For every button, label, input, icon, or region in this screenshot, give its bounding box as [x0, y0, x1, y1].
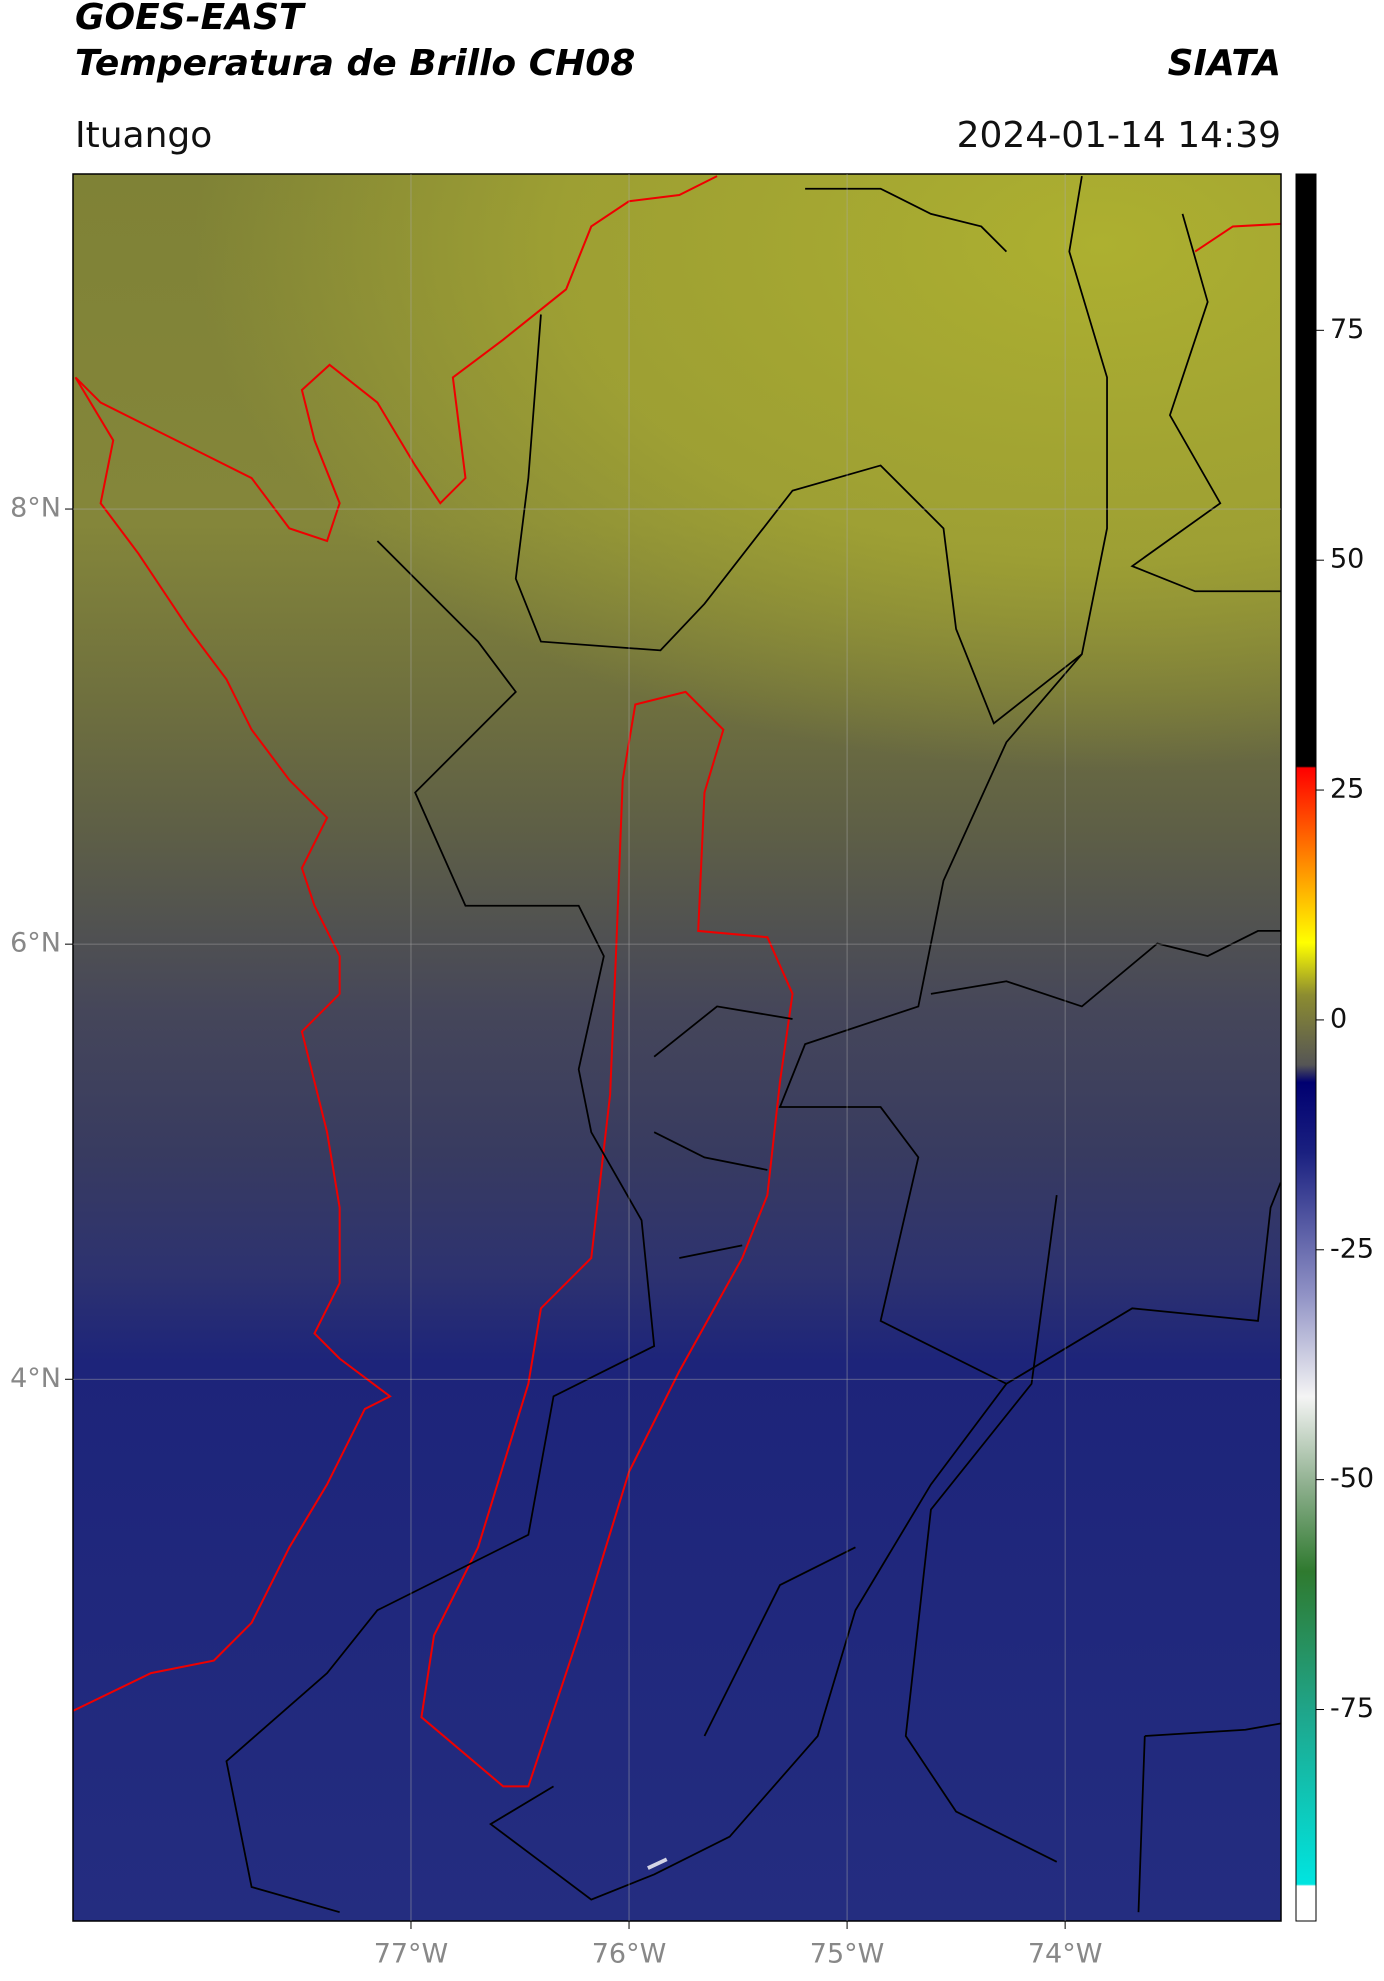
colorbar-tick-label: 0	[1330, 1003, 1347, 1034]
colorbar-tick-label: -50	[1330, 1463, 1374, 1494]
lon-tick-label: 74°W	[1028, 1939, 1103, 1970]
map-frame	[72, 173, 1282, 1922]
lon-tick-label: 77°W	[374, 1939, 449, 1970]
map-field	[73, 174, 1281, 1921]
title: GOES-EAST	[75, 0, 306, 38]
datetime: 2024-01-14 14:39	[957, 115, 1281, 156]
colorbar-tick-label: -75	[1330, 1693, 1374, 1724]
lat-tick-label: 8°N	[10, 493, 61, 524]
lon-tick-label: 76°W	[592, 1939, 667, 1970]
warm-area	[73, 174, 1281, 874]
subtitle: Temperatura de Brillo CH08	[75, 43, 635, 84]
colorbar	[1295, 173, 1317, 1922]
colorbar-tick-label: -25	[1330, 1233, 1374, 1264]
source: SIATA	[1168, 43, 1281, 84]
lat-tick-label: 6°N	[10, 928, 61, 959]
region: Ituango	[75, 115, 212, 156]
colorbar-tick-label: 75	[1330, 314, 1364, 345]
colorbar-tick-label: 50	[1330, 544, 1364, 575]
lat-tick-label: 4°N	[10, 1363, 61, 1394]
lon-tick-label: 75°W	[810, 1939, 885, 1970]
colorbar-tick-label: 25	[1330, 774, 1364, 805]
borders	[73, 175, 1281, 1914]
